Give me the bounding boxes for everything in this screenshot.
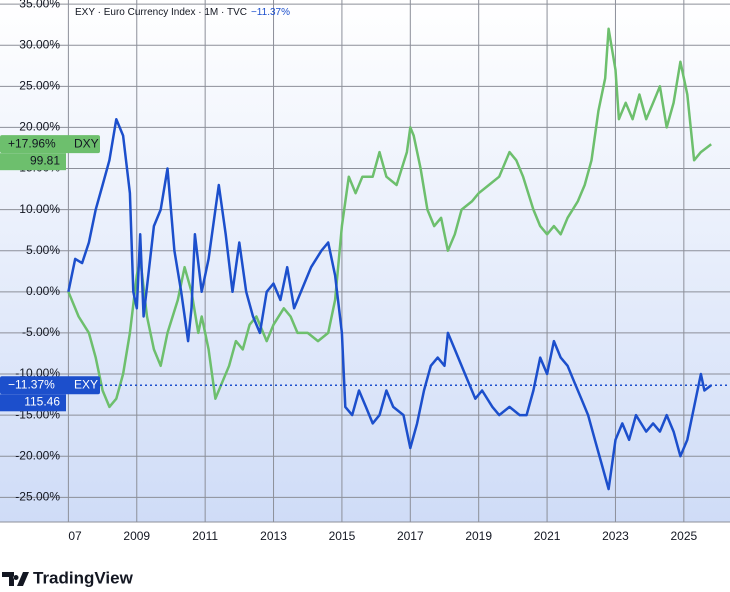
x-tick-label: 2009 bbox=[123, 529, 150, 543]
y-tick-label: 35.00% bbox=[19, 0, 60, 10]
badge-price-label: 99.81 bbox=[30, 153, 60, 167]
y-tick-label: 0.00% bbox=[26, 284, 60, 298]
brand: TradingView bbox=[33, 568, 134, 587]
footer bbox=[0, 553, 730, 592]
x-tick-label: 2019 bbox=[465, 529, 492, 543]
logo: TradingView bbox=[2, 568, 134, 587]
y-tick-label: -20.00% bbox=[15, 448, 60, 462]
y-tick-label: 10.00% bbox=[19, 202, 60, 216]
badge-name: DXY bbox=[74, 136, 99, 150]
legend: EXY · Euro Currency Index · 1M · TVC −11.… bbox=[75, 7, 290, 18]
x-tick-label: 2017 bbox=[397, 529, 424, 543]
badge bbox=[0, 376, 100, 395]
source: TVC bbox=[227, 7, 247, 18]
badge-price bbox=[0, 394, 66, 412]
badge-price-label: 115.46 bbox=[24, 394, 60, 408]
badge-name: EXY bbox=[74, 377, 98, 391]
x-tick-label: 2015 bbox=[329, 529, 356, 543]
x-tick-label: 2025 bbox=[670, 529, 697, 543]
x-tick-label: 2021 bbox=[534, 529, 561, 543]
series-line bbox=[67, 27, 712, 409]
series-line bbox=[67, 117, 712, 491]
interval: 1M bbox=[204, 7, 218, 18]
badge-change: +17.96% bbox=[8, 136, 56, 150]
x-tick-label: 2013 bbox=[260, 529, 287, 543]
y-tick-label: -5.00% bbox=[22, 325, 60, 339]
lines bbox=[0, 27, 730, 491]
grid bbox=[0, 0, 730, 522]
badge-change: −11.37% bbox=[8, 377, 55, 391]
symbol: EXY bbox=[75, 7, 95, 18]
plot-background bbox=[0, 0, 730, 522]
labels: 35.00%30.00%25.00%20.00%15.00%10.00%5.00… bbox=[0, 0, 698, 543]
badge-price bbox=[0, 153, 66, 171]
y-tick-label: 30.00% bbox=[19, 37, 60, 51]
change: −11.37% bbox=[251, 7, 290, 18]
x-tick-label: 2011 bbox=[192, 529, 218, 543]
description: Euro Currency Index bbox=[104, 7, 196, 18]
y-tick-label: 25.00% bbox=[19, 78, 60, 92]
y-tick-label: 5.00% bbox=[26, 243, 60, 257]
badge bbox=[0, 135, 100, 154]
x-tick-label: 07 bbox=[68, 529, 82, 543]
y-tick-label: 20.00% bbox=[19, 120, 60, 134]
y-tick-label: -25.00% bbox=[15, 490, 60, 504]
x-tick-label: 2023 bbox=[602, 529, 629, 543]
